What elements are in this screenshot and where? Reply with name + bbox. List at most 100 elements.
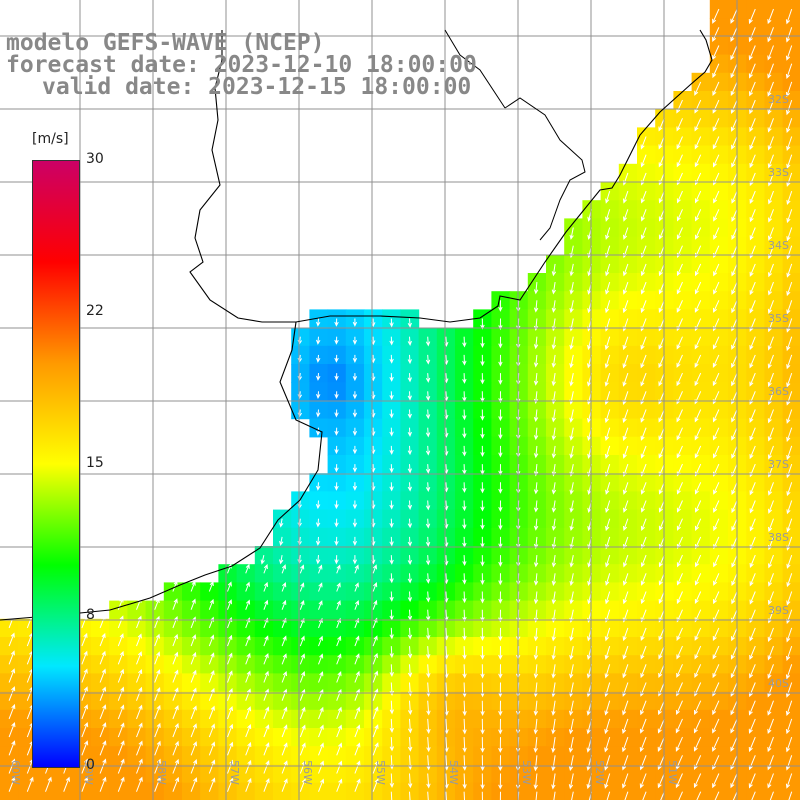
wind-arrow xyxy=(190,687,197,701)
wind-arrow xyxy=(8,740,16,756)
wind-arrow xyxy=(99,740,107,756)
wind-arrow xyxy=(354,724,361,738)
wind-arrow xyxy=(154,740,161,756)
wind-cell xyxy=(291,709,310,729)
wind-cell xyxy=(309,618,329,638)
wind-arrow xyxy=(462,555,467,567)
wind-arrow xyxy=(172,598,178,610)
wind-arrow xyxy=(730,645,738,660)
wind-arrow xyxy=(569,591,574,605)
wind-arrow xyxy=(172,722,179,738)
wind-arrow xyxy=(190,723,197,738)
wind-arrow xyxy=(569,536,574,550)
wind-arrow xyxy=(245,635,251,647)
wind-arrow xyxy=(551,591,557,605)
wind-cell xyxy=(236,691,256,711)
wind-arrow xyxy=(81,632,88,647)
wind-arrow xyxy=(658,409,665,423)
wind-arrow xyxy=(354,564,359,574)
wind-arrow xyxy=(117,704,125,720)
wind-arrow xyxy=(786,281,793,297)
wind-arrow xyxy=(389,391,394,401)
wind-arrow xyxy=(658,445,665,459)
wind-cell xyxy=(218,600,238,620)
wind-arrow xyxy=(748,736,756,753)
wind-arrow xyxy=(389,500,394,510)
wind-cell xyxy=(0,709,19,729)
wind-arrow xyxy=(604,409,611,424)
wind-arrow xyxy=(389,700,394,715)
wind-arrow xyxy=(480,518,485,530)
wind-arrow xyxy=(352,336,358,345)
wind-arrow xyxy=(316,373,321,381)
wind-arrow xyxy=(569,282,574,295)
wind-cell xyxy=(236,600,256,620)
wind-arrow xyxy=(498,755,503,772)
wind-arrow xyxy=(731,372,738,387)
wind-arrow xyxy=(604,445,611,459)
wind-cell xyxy=(163,673,183,693)
wind-arrow xyxy=(786,118,793,133)
wind-arrow xyxy=(336,600,341,610)
wind-arrow xyxy=(568,755,574,772)
wind-arrow xyxy=(407,664,413,678)
wind-arrow xyxy=(227,652,233,665)
wind-arrow xyxy=(498,737,503,753)
wind-arrow xyxy=(786,427,793,442)
wind-arrow xyxy=(749,136,756,151)
wind-arrow xyxy=(658,154,665,168)
wind-arrow xyxy=(731,209,738,222)
wind-arrow xyxy=(227,723,234,738)
wind-arrow xyxy=(462,755,467,771)
wind-arrow xyxy=(767,336,774,351)
wind-arrow xyxy=(569,300,574,314)
wind-arrow xyxy=(426,664,431,679)
wind-arrow xyxy=(498,627,503,642)
wind-arrow xyxy=(571,791,574,800)
wind-arrow xyxy=(81,776,89,792)
wind-arrow xyxy=(498,391,503,404)
wind-arrow xyxy=(533,773,538,790)
wind-arrow xyxy=(154,651,161,665)
wind-cell xyxy=(273,728,292,747)
wind-arrow xyxy=(208,741,216,756)
wind-cell xyxy=(182,618,201,638)
wind-arrow xyxy=(8,668,16,683)
wind-arrow xyxy=(731,227,738,241)
wind-arrow xyxy=(316,318,321,327)
wind-arrow xyxy=(318,653,324,665)
wind-arrow xyxy=(318,564,323,574)
wind-arrow xyxy=(605,300,611,314)
wind-arrow xyxy=(551,427,557,441)
wind-cell xyxy=(163,582,183,602)
wind-arrow xyxy=(640,300,647,314)
wind-cell xyxy=(200,600,219,620)
wind-arrow xyxy=(622,482,629,495)
wind-arrow xyxy=(622,718,629,734)
wind-arrow xyxy=(694,354,702,368)
wind-arrow xyxy=(657,718,665,734)
wind-arrow xyxy=(208,687,215,701)
wind-arrow xyxy=(604,645,611,660)
wind-arrow xyxy=(786,154,793,169)
wind-arrow xyxy=(480,555,485,567)
wind-arrow xyxy=(533,536,539,550)
wind-arrow xyxy=(730,736,738,752)
wind-arrow xyxy=(767,591,774,606)
wind-cell xyxy=(455,782,474,800)
wind-cell xyxy=(291,655,310,674)
wind-arrow xyxy=(281,706,288,720)
wind-arrow xyxy=(352,318,358,327)
wind-arrow xyxy=(676,354,683,368)
wind-arrow xyxy=(315,518,321,528)
wind-arrow xyxy=(712,8,720,24)
wind-arrow xyxy=(154,633,160,647)
wind-arrow xyxy=(785,81,793,98)
wind-arrow xyxy=(407,518,413,529)
wind-arrow xyxy=(281,742,288,756)
wind-arrow xyxy=(730,773,738,789)
wind-arrow xyxy=(767,773,774,789)
wind-arrow xyxy=(498,646,503,660)
wind-cell xyxy=(109,655,128,674)
wind-arrow xyxy=(480,609,485,623)
